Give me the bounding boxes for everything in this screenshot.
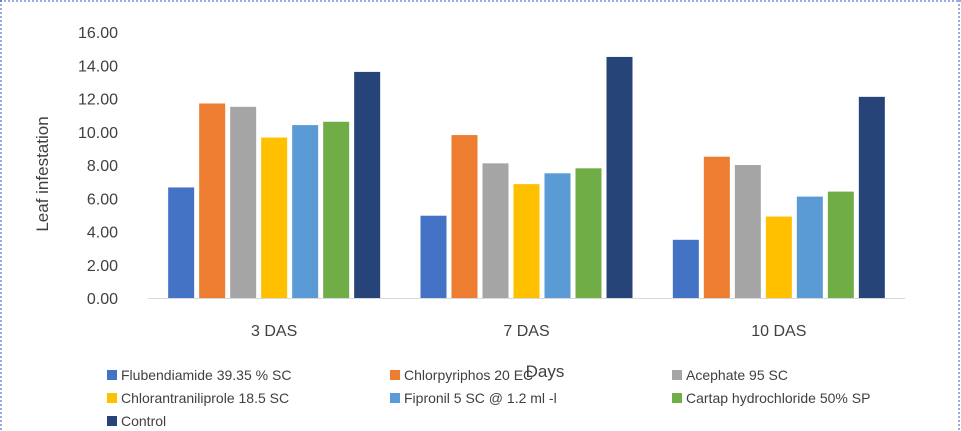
legend-swatch bbox=[390, 370, 400, 380]
bar bbox=[672, 239, 699, 298]
bar bbox=[765, 216, 792, 298]
legend-label: Control bbox=[121, 413, 166, 429]
x-axis-ticks: 3 DAS 7 DAS 10 DAS bbox=[251, 323, 806, 340]
bar bbox=[734, 165, 761, 298]
y-tick-label: 14.00 bbox=[78, 58, 118, 75]
x-tick-label: 10 DAS bbox=[751, 323, 806, 340]
bar bbox=[575, 168, 602, 298]
bar bbox=[199, 103, 226, 298]
legend-label: Acephate 95 SC bbox=[686, 367, 788, 383]
legend-swatch bbox=[672, 370, 682, 380]
y-tick-label: 10.00 bbox=[78, 125, 118, 142]
y-tick-label: 0.00 bbox=[87, 291, 118, 308]
bar bbox=[482, 163, 509, 298]
legend-swatch bbox=[107, 416, 117, 426]
bar bbox=[544, 173, 571, 298]
bar bbox=[827, 191, 854, 298]
bar bbox=[168, 187, 195, 298]
y-tick-label: 16.00 bbox=[78, 25, 118, 42]
legend-swatch bbox=[390, 393, 400, 403]
legend: Flubendiamide 39.35 % SC Chlorpyriphos 20… bbox=[107, 367, 870, 429]
bar bbox=[858, 96, 885, 299]
bar bbox=[261, 137, 288, 298]
x-tick-label: 3 DAS bbox=[251, 323, 297, 340]
bar bbox=[451, 135, 478, 298]
legend-label: Chlorpyriphos 20 EC bbox=[404, 367, 533, 383]
legend-swatch bbox=[672, 393, 682, 403]
legend-label: Flubendiamide 39.35 % SC bbox=[121, 367, 291, 383]
bar bbox=[796, 196, 823, 298]
legend-label: Fipronil 5 SC @ 1.2 ml -l bbox=[404, 390, 557, 406]
bars bbox=[168, 56, 885, 299]
x-tick-label: 7 DAS bbox=[503, 323, 549, 340]
y-tick-label: 12.00 bbox=[78, 92, 118, 109]
x-axis-label: Days bbox=[526, 362, 565, 381]
y-axis-ticks: 0.00 2.00 4.00 6.00 8.00 10.00 12.00 14.00 16.00 bbox=[78, 25, 118, 308]
legend-swatch bbox=[107, 370, 117, 380]
y-tick-label: 8.00 bbox=[87, 158, 118, 175]
legend-swatch bbox=[107, 393, 117, 403]
y-tick-label: 6.00 bbox=[87, 191, 118, 208]
bar bbox=[323, 121, 350, 299]
bar bbox=[292, 125, 319, 298]
bar bbox=[703, 156, 730, 298]
bar bbox=[606, 56, 633, 298]
legend-label: Chlorantraniliprole 18.5 SC bbox=[121, 390, 289, 406]
legend-label: Cartap hydrochloride 50% SP bbox=[686, 390, 870, 406]
bar bbox=[513, 184, 540, 298]
y-tick-label: 2.00 bbox=[87, 258, 118, 275]
bar bbox=[230, 106, 257, 298]
y-axis-label: Leaf infestation bbox=[33, 116, 52, 231]
bar bbox=[420, 215, 447, 298]
bar bbox=[354, 71, 381, 299]
y-tick-label: 4.00 bbox=[87, 225, 118, 242]
